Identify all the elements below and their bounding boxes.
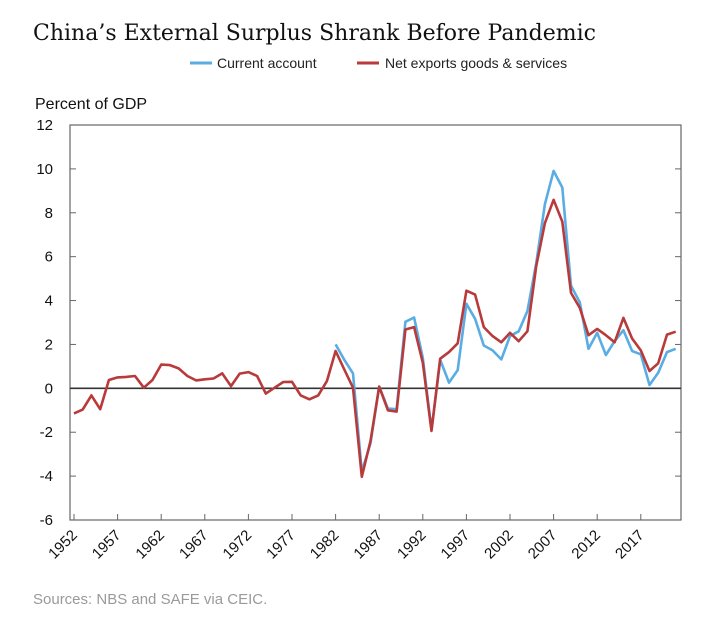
- x-tick-label: 1972: [220, 527, 256, 563]
- y-tick-label: 0: [45, 380, 53, 397]
- x-tick-label: 1992: [394, 527, 430, 563]
- x-tick-label: 2002: [481, 527, 517, 563]
- x-tick-label: 1952: [45, 527, 81, 563]
- y-tick-label: 2: [45, 336, 53, 353]
- y-tick-label: 4: [45, 293, 53, 310]
- y-axis-label: Percent of GDP: [35, 96, 147, 113]
- y-tick-label: -2: [40, 424, 53, 441]
- legend-label-current-account: Current account: [217, 55, 317, 71]
- x-axis: 1952 1957 1962 1967 1972 1977 1982 1987 1992 1997…: [45, 514, 648, 563]
- x-tick-label: 1977: [263, 527, 299, 563]
- y-tick-label: 6: [45, 249, 53, 266]
- source-note: Sources: NBS and SAFE via CEIC.: [33, 591, 267, 608]
- x-tick-label: 1982: [307, 527, 343, 563]
- x-tick-label: 1997: [438, 527, 474, 563]
- series-group: [73, 169, 677, 479]
- series-line-current-account: [334, 169, 677, 474]
- y-tick-label: 10: [36, 161, 53, 178]
- x-tick-label: 1987: [350, 527, 386, 563]
- x-tick-label: 1957: [89, 527, 125, 563]
- series-line-net-exports: [73, 198, 677, 479]
- x-tick-label: 2017: [612, 527, 648, 563]
- y-tick-label: -6: [40, 512, 53, 529]
- chart-title: China’s External Surplus Shrank Before P…: [33, 21, 596, 46]
- x-tick-label: 1967: [176, 527, 212, 563]
- y-tick-label: 8: [45, 205, 53, 222]
- x-tick-label: 1962: [132, 527, 168, 563]
- y-axis: 12 10 8 6 4 2 0 -2 -4 -6: [36, 117, 681, 529]
- plot-frame: [69, 124, 682, 521]
- x-tick-label: 2012: [568, 527, 604, 563]
- legend: Current account Net exports goods & serv…: [190, 55, 567, 71]
- legend-label-net-exports: Net exports goods & services: [385, 55, 567, 71]
- y-tick-label: -4: [40, 468, 53, 485]
- x-tick-label: 2007: [525, 527, 561, 563]
- y-tick-label: 12: [36, 117, 53, 134]
